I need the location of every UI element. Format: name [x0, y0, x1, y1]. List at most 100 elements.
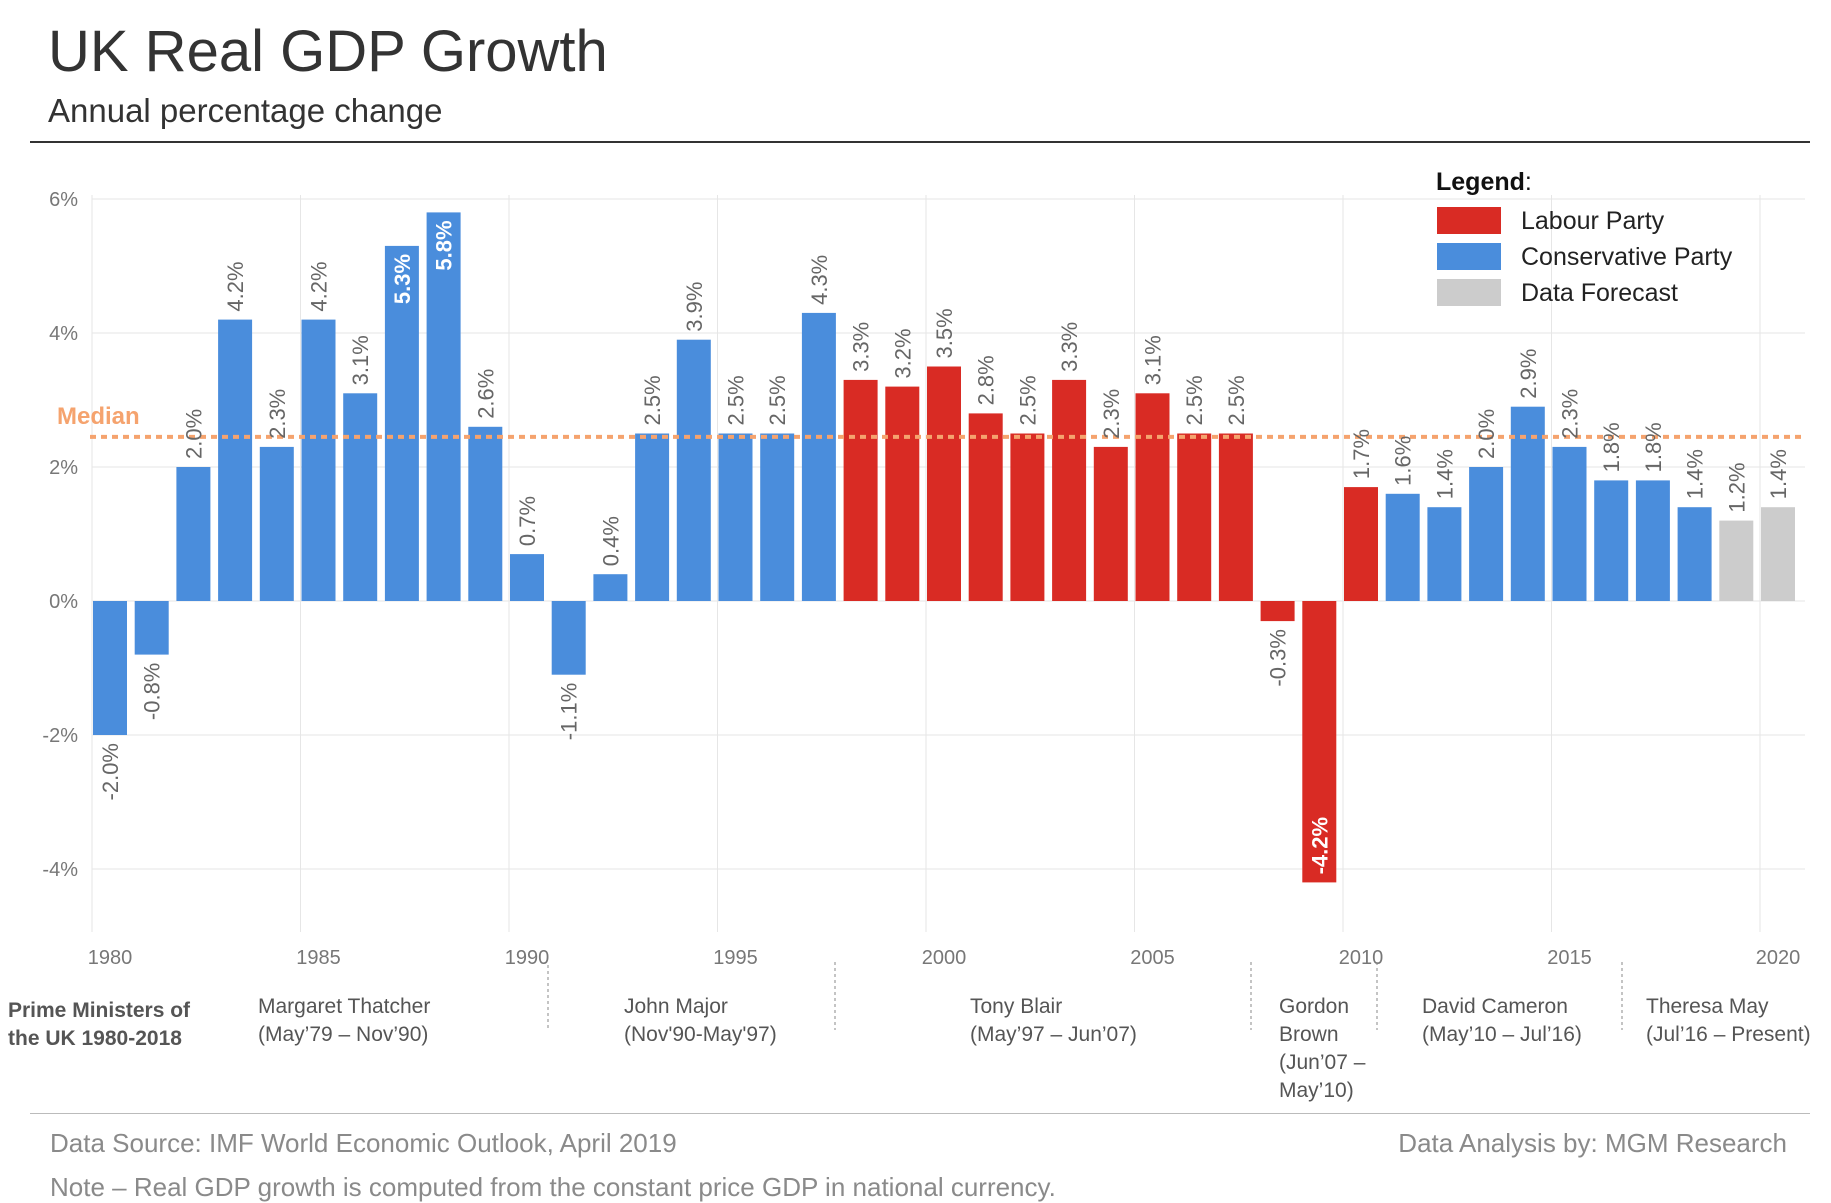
legend-label-conservative: Conservative Party: [1521, 243, 1733, 271]
bar-1995: [718, 433, 753, 601]
bar-label-2003: 3.3%: [1057, 322, 1082, 372]
bar-1989: [468, 426, 503, 601]
bar-1986: [343, 393, 378, 601]
bar-1994: [676, 339, 711, 601]
bar-label-2015: 2.3%: [1558, 389, 1583, 439]
bar-label-2005: 3.1%: [1141, 335, 1166, 385]
legend-swatch-labour: [1437, 207, 1501, 234]
prime-ministers-section: Prime Ministers of the UK 1980-2018 Margar…: [8, 962, 1811, 1102]
bar-2020: [1761, 507, 1795, 601]
pm-name-line-3: Brown: [1279, 1023, 1339, 1046]
pm-name-line-5: Theresa May: [1646, 995, 1769, 1018]
bar-label-2014: 2.9%: [1516, 349, 1541, 399]
y-tick-label: 6%: [49, 189, 78, 211]
bar-2011: [1385, 493, 1420, 601]
bar-label-1980: -2.0%: [98, 743, 123, 800]
pm-name-line-3: May’10): [1279, 1079, 1354, 1102]
data-source: Data Source: IMF World Economic Outlook,…: [50, 1128, 677, 1158]
bar-label-2020: 1.4%: [1766, 449, 1791, 499]
bar-1980: [93, 601, 127, 735]
bar-2007: [1218, 433, 1253, 601]
median-label: Median: [57, 403, 140, 430]
bar-labels: -2.0% -0.8% 2.0% 4.2% 2.3% 4.2% 3.1% 5.3% 5.8% 2.…: [98, 220, 1791, 874]
x-tick-label: 2000: [922, 947, 967, 969]
pm-name-line-5: (Jul’16 – Present): [1646, 1023, 1811, 1046]
bar-2019: [1719, 520, 1754, 601]
bar-2015: [1552, 446, 1587, 601]
footer-divider: [30, 1113, 1810, 1114]
median-group: Median: [57, 403, 1805, 439]
bar-1985: [301, 319, 336, 601]
bar-1981: [134, 601, 169, 655]
y-tick-label: 2%: [49, 457, 78, 479]
pm-name-line-3: Gordon: [1279, 995, 1349, 1018]
pm-heading-line: the UK 1980-2018: [8, 1027, 182, 1050]
pm-name-line-3: (Jun’07 –: [1279, 1051, 1366, 1074]
chart-subtitle: Annual percentage change: [48, 92, 443, 129]
chart-title: UK Real GDP Growth: [48, 19, 608, 84]
bar-1984: [259, 446, 294, 601]
pm-name-line-0: (May’79 – Nov’90): [258, 1023, 428, 1046]
bar-label-1983: 4.2%: [223, 261, 248, 311]
bar-1997: [801, 312, 836, 601]
legend-title: Legend:: [1436, 168, 1532, 196]
bar-label-1992: 0.4%: [598, 516, 623, 566]
x-tick-label: 1990: [505, 947, 550, 969]
pm-name-line-4: (May’10 – Jul’16): [1422, 1023, 1582, 1046]
bar-label-2008: -0.3%: [1266, 629, 1291, 686]
title-divider: [30, 141, 1810, 143]
pm-name-line-1: (Nov'90-May'97): [624, 1023, 777, 1046]
bar-1987: [384, 245, 419, 601]
bar-label-2013: 2.0%: [1474, 409, 1499, 459]
bar-2012: [1427, 507, 1462, 601]
bar-1983: [218, 319, 253, 601]
bar-label-1985: 4.2%: [307, 261, 332, 311]
bar-1993: [635, 433, 670, 601]
bar-label-2009: -4.2%: [1307, 817, 1332, 874]
bar-2003: [1052, 379, 1087, 601]
pm-name-line-0: Margaret Thatcher: [258, 995, 430, 1018]
bar-label-2000: 3.5%: [932, 308, 957, 358]
bar-label-2011: 1.6%: [1391, 436, 1416, 486]
legend-label-labour: Labour Party: [1521, 207, 1665, 235]
bar-label-1991: -1.1%: [557, 683, 582, 740]
gdp-bar-chart: -4% -2% 0% 2% 4% 6% Median -2.0% -0.8% 2.0% 4.2%…: [8, 168, 1811, 1102]
bar-label-2012: 1.4%: [1432, 449, 1457, 499]
bar-1988: [426, 212, 461, 601]
pm-name-line-2: (May’97 – Jun’07): [970, 1023, 1137, 1046]
pm-name-line-1: John Major: [624, 995, 728, 1018]
bar-label-1994: 3.9%: [682, 282, 707, 332]
bar-label-1998: 3.3%: [849, 322, 874, 372]
bar-1996: [760, 433, 795, 601]
y-tick-label: 4%: [49, 323, 78, 345]
bar-2004: [1093, 446, 1128, 601]
bar-label-1995: 2.5%: [724, 375, 749, 425]
bar-1999: [885, 386, 920, 601]
bar-label-1999: 3.2%: [890, 328, 915, 378]
legend: Legend: Labour Party Conservative Party Dat…: [1436, 168, 1733, 307]
bar-1990: [510, 554, 544, 601]
bar-label-2006: 2.5%: [1182, 375, 1207, 425]
bar-2016: [1594, 480, 1629, 601]
bar-2009: [1302, 601, 1337, 883]
bar-label-2001: 2.8%: [974, 355, 999, 405]
pm-heading-line: Prime Ministers of: [8, 999, 191, 1022]
bar-2002: [1010, 433, 1045, 601]
x-tick-label: 2010: [1339, 947, 1384, 969]
bar-2018: [1677, 507, 1712, 601]
bar-1992: [593, 574, 628, 601]
legend-swatch-forecast: [1437, 279, 1501, 306]
bar-label-1984: 2.3%: [265, 389, 290, 439]
bar-2013: [1469, 467, 1504, 601]
bar-label-1993: 2.5%: [640, 375, 665, 425]
x-tick-label: 2015: [1547, 947, 1592, 969]
bars: [93, 212, 1795, 883]
bar-2014: [1510, 406, 1545, 601]
bar-1998: [843, 379, 878, 601]
bar-label-2016: 1.8%: [1599, 422, 1624, 472]
bar-label-1986: 3.1%: [348, 335, 373, 385]
bar-2005: [1135, 393, 1170, 601]
bar-label-1989: 2.6%: [473, 369, 498, 419]
bar-2008: [1260, 601, 1295, 622]
bar-label-2004: 2.3%: [1099, 389, 1124, 439]
